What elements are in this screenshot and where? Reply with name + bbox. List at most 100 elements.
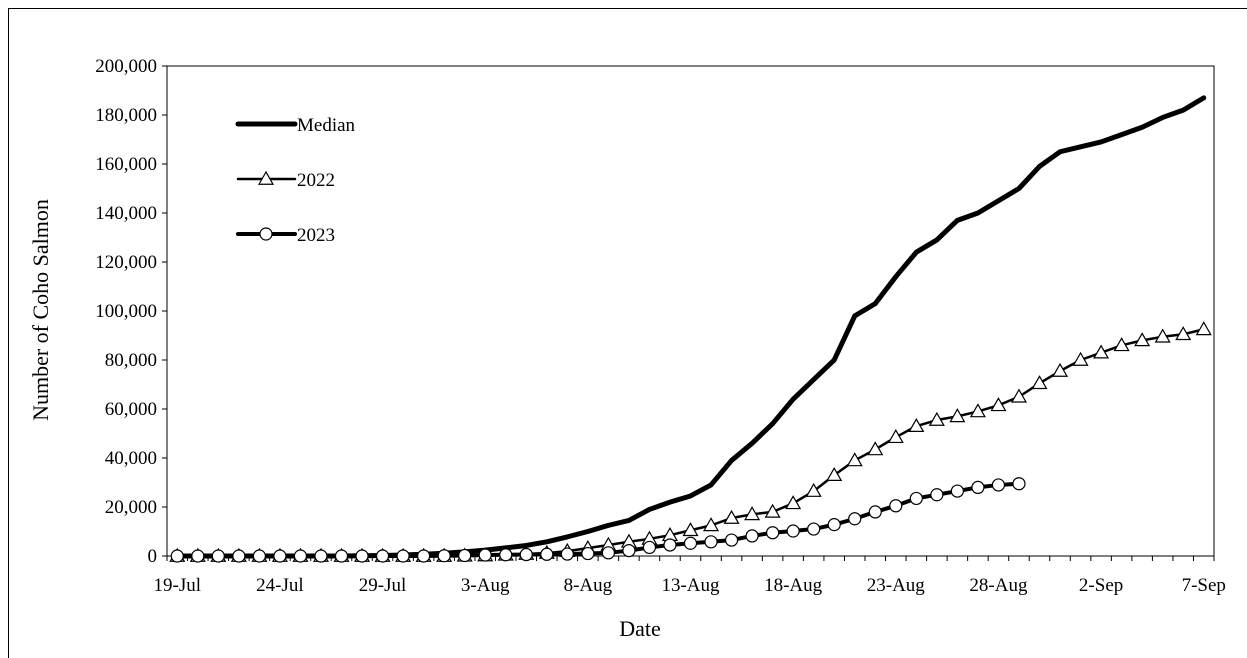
legend-item-2023: 2023 — [236, 225, 335, 246]
legend-item-median: Median — [235, 115, 356, 136]
data-point-2023 — [314, 549, 328, 563]
data-point-2023 — [663, 538, 677, 552]
data-point-2022 — [1134, 332, 1151, 347]
legend: Median 2022 2023 — [235, 115, 356, 246]
data-point-2022 — [785, 495, 802, 510]
data-point-2023 — [786, 524, 800, 538]
data-point-2023 — [827, 518, 841, 532]
data-point-2023 — [458, 548, 472, 563]
data-point-2023 — [355, 549, 369, 563]
y-axis-title: Number of Coho Salmon — [28, 199, 53, 421]
data-point-2023 — [930, 488, 944, 502]
y-tick-label: 40,000 — [105, 448, 157, 469]
y-tick-label: 160,000 — [95, 154, 157, 175]
data-point-2023 — [232, 549, 246, 563]
legend-item-2022: 2022 — [236, 170, 335, 191]
x-tick-label: 18-Aug — [764, 575, 823, 596]
data-point-2022 — [744, 506, 761, 521]
data-point-2022 — [764, 503, 781, 518]
x-axis-title: Date — [619, 616, 661, 641]
series-2022 — [169, 321, 1212, 562]
data-point-2022 — [867, 441, 884, 456]
data-point-2023 — [642, 540, 657, 555]
plot-border — [166, 65, 1215, 557]
data-point-2022 — [846, 452, 863, 467]
data-point-2023 — [417, 549, 431, 563]
data-point-2023 — [1012, 477, 1026, 491]
y-tick-label: 200,000 — [95, 56, 157, 77]
series-median — [174, 95, 1207, 559]
data-point-2023 — [807, 522, 821, 536]
legend-marker — [257, 170, 275, 185]
x-tick-label: 29-Jul — [359, 575, 407, 596]
x-axis: 19-Jul 24-Jul 29-Jul 3-Aug 8-Aug 13-Aug 18-Aug… — [154, 556, 1226, 596]
data-point-2023 — [581, 546, 595, 561]
plot-area — [166, 65, 1215, 557]
x-tick-label: 8-Aug — [564, 575, 613, 596]
data-point-2023 — [191, 549, 205, 563]
data-point-2022 — [1113, 337, 1130, 352]
data-point-2023 — [601, 546, 615, 560]
data-point-2022 — [1072, 351, 1089, 366]
data-point-2023 — [724, 533, 739, 547]
x-tick-label: 28-Aug — [969, 575, 1028, 596]
data-point-2023 — [683, 536, 698, 550]
y-tick-label: 120,000 — [95, 252, 157, 273]
data-point-2023 — [868, 505, 882, 519]
data-point-2023 — [560, 547, 574, 561]
data-point-2022 — [1195, 321, 1212, 336]
data-point-2023 — [991, 478, 1006, 492]
data-point-2023 — [293, 549, 308, 563]
series-line-median — [174, 95, 1207, 559]
y-tick-label: 180,000 — [95, 105, 157, 126]
data-point-2023 — [704, 535, 718, 549]
y-tick-label: 60,000 — [105, 399, 157, 420]
legend-label: 2023 — [297, 225, 335, 246]
legend-label: Median — [297, 115, 356, 136]
data-point-2022 — [887, 428, 904, 444]
series-line-2023 — [175, 481, 1021, 558]
x-tick-label: 3-Aug — [461, 575, 510, 596]
data-point-2022 — [969, 403, 986, 418]
data-point-2022 — [1031, 375, 1048, 390]
x-tick-label: 24-Jul — [256, 575, 304, 596]
x-tick-label: 13-Aug — [661, 575, 720, 596]
data-point-2022 — [826, 466, 843, 481]
data-point-2023 — [211, 549, 225, 563]
data-point-2022 — [1051, 362, 1069, 377]
y-axis: 0 20,000 40,000 60,000 80,000 100,000 120,000 1… — [95, 56, 167, 567]
data-point-2022 — [928, 411, 945, 426]
data-point-2022 — [949, 408, 966, 423]
data-point-2022 — [1154, 328, 1171, 343]
data-point-2023 — [273, 549, 287, 563]
y-tick-label: 140,000 — [95, 203, 157, 224]
x-tick-label: 23-Aug — [867, 575, 926, 596]
data-point-2023 — [396, 549, 410, 563]
data-point-2023 — [252, 549, 266, 563]
x-tick-label: 7-Sep — [1182, 575, 1226, 596]
data-point-2023 — [766, 526, 780, 540]
data-point-2022 — [1093, 344, 1110, 359]
data-point-2023 — [519, 547, 533, 562]
data-point-2023 — [334, 549, 349, 563]
data-point-2023 — [478, 548, 492, 562]
y-tick-label: 100,000 — [95, 301, 157, 322]
series-line-2022 — [176, 328, 1205, 558]
data-point-2023 — [971, 480, 985, 494]
data-point-2022 — [723, 509, 740, 524]
y-tick-label: 80,000 — [105, 350, 157, 371]
data-point-2022 — [1010, 388, 1028, 403]
y-tick-label: 0 — [148, 546, 158, 567]
data-point-2022 — [1175, 326, 1192, 341]
data-point-2022 — [702, 517, 720, 532]
data-point-2023 — [375, 549, 390, 563]
series-layer — [169, 95, 1212, 563]
series-2023 — [170, 477, 1026, 563]
data-point-2022 — [990, 397, 1007, 412]
data-point-2023 — [437, 549, 451, 563]
legend-label: 2022 — [297, 170, 335, 191]
data-point-2023 — [889, 499, 903, 513]
data-point-2023 — [745, 529, 759, 543]
data-point-2023 — [950, 484, 964, 498]
